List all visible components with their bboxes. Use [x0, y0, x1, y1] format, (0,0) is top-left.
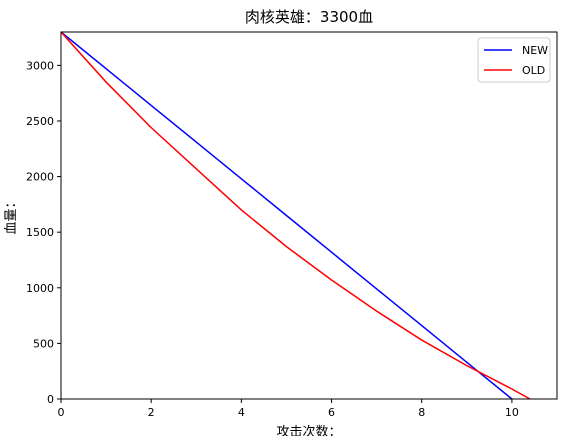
x-tick-label: 0 [58, 406, 65, 419]
plot-lines [60, 31, 531, 400]
chart-title: 肉核英雄：3300血 [245, 8, 373, 26]
y-tick-label: 2000 [26, 171, 54, 184]
legend-box [477, 37, 551, 83]
y-axis-title: 血量： [4, 195, 19, 234]
y-tick-label: 1500 [26, 226, 54, 239]
x-tick-label: 2 [148, 406, 155, 419]
y-tick-label: 1000 [26, 282, 54, 295]
y-tick-label: 0 [47, 393, 54, 406]
x-axis-ticks: 0 2 4 6 8 10 [58, 399, 519, 419]
legend: NEW OLD [477, 37, 551, 83]
x-tick-label: 10 [505, 406, 519, 419]
series-line-new [60, 31, 513, 400]
x-axis-title: 攻击次数： [276, 424, 341, 436]
y-tick-label: 3000 [26, 59, 54, 72]
y-tick-label: 2500 [26, 115, 54, 128]
x-tick-label: 6 [328, 406, 335, 419]
legend-label-old: OLD [522, 64, 545, 77]
x-tick-label: 4 [238, 406, 245, 419]
x-tick-label: 8 [418, 406, 425, 419]
y-axis-ticks: 0 500 1000 1500 2000 2500 3000 [26, 59, 61, 406]
legend-label-new: NEW [522, 44, 548, 57]
series-line-old [60, 31, 531, 400]
plot-frame [60, 31, 558, 400]
y-tick-label: 500 [33, 337, 54, 350]
legend-entries: NEW OLD [484, 44, 548, 77]
